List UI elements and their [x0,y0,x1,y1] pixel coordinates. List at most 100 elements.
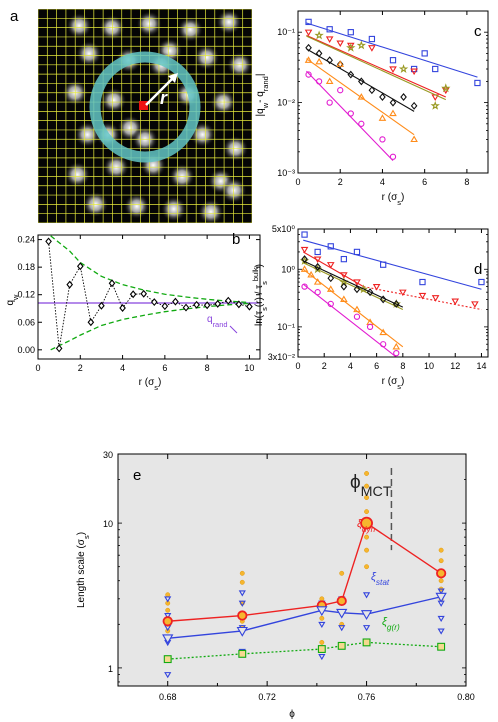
y-tick-label: 0.18 [17,262,35,272]
xi-stat-sample [362,625,371,632]
x-tick-label: 8 [205,363,210,373]
fit-line-blue [306,22,478,78]
point-black [400,93,407,102]
xi-dyn-point [360,516,373,530]
xi-stat-sample [437,615,445,623]
xi-dyn-sample [319,639,325,645]
y-tick-label: 10⁻² [277,98,295,108]
particle-blob [64,161,91,188]
radius-arrowhead [168,73,178,83]
qw-point [193,300,200,309]
point-red [451,298,460,306]
y-tick-label: 0.12 [17,290,35,300]
point-magenta [358,120,365,127]
fit-line-olive [303,262,404,311]
xi-dyn-sample [364,471,370,476]
point-orange [410,135,418,143]
xi-dyn-sample [239,579,245,585]
y-tick-label: 5x10⁰ [272,224,296,234]
xi-stat-sample [437,628,445,635]
envelope-upper [50,235,250,304]
xi-stat-sample [362,592,371,599]
x-tick-label: 2 [338,177,343,187]
point-orange [392,342,401,350]
x-tick-label: 8 [464,177,469,187]
particle-blob [100,87,127,114]
qw-point [66,280,74,289]
y-tick-label: 30 [103,450,113,460]
point-olive [430,100,440,110]
point-blue [340,255,348,263]
particle-blob [160,196,187,223]
xi-gr-point [163,655,172,664]
qw-point [87,318,95,327]
xi-dyn-sample [364,534,370,540]
point-orange [378,114,387,121]
x-tick-label: 10 [244,363,254,373]
point-orange [313,278,322,285]
panel-e: 0.68 0.72 0.76 0.80 1 10 30 ϕ Length scale (σs) ϕ… [76,450,475,720]
point-olive [398,64,409,73]
point-red [368,45,376,52]
point-orange [353,305,361,313]
x-tick-label: 2 [78,363,83,373]
fit-line-red [306,34,447,98]
y-tick-label: 0.06 [17,317,35,327]
panel-b: 0 2 4 6 8 10 0.00 0.06 0.12 0.18 0.24 r (σs) qw qrand… [5,231,261,392]
x-tick-label: 0.68 [159,692,177,702]
xi-stat-point [162,634,174,645]
xi-gr-line [167,641,442,660]
panel-a-grid [38,9,252,223]
x-tick-label: 12 [450,361,460,371]
xi-dyn-label: ξdyn [357,518,376,534]
point-blue [421,50,428,57]
y-tick-label: 10⁰ [281,264,295,274]
plot-frame-e [117,453,467,687]
point-orange [307,270,315,278]
x-tick-label: 4 [348,361,353,371]
fit-line-blue [303,239,482,290]
x-tick-label: 2 [322,361,327,371]
panel-label-a: a [10,8,19,25]
point-blue [368,35,376,43]
point-black [340,282,348,291]
x-tick-label: 0.80 [457,692,475,702]
point-blue [380,261,387,268]
point-orange [389,109,397,117]
point-olive [441,83,451,93]
qw-point [224,296,232,305]
xi-dyn-sample [438,558,444,564]
qw-point [203,301,211,310]
x-tick-label: 10 [424,361,434,371]
xi-stat-sample [164,596,172,603]
particle-blob [197,198,224,223]
plot-frame-d [297,228,489,358]
qw-point [246,302,253,311]
point-olive [356,40,367,50]
y-tick-label: 0.00 [17,345,35,355]
center-marker [139,101,148,110]
qw-point [161,302,169,311]
particle-blob [136,10,163,37]
x-axis-label: ϕ [289,709,295,720]
y-tick-label: 10⁻³ [277,168,295,178]
point-black [392,299,400,308]
panel-label-c: c [474,23,482,40]
point-magenta [327,300,334,308]
x-tick-label: 6 [422,177,427,187]
particle-blob [220,177,247,204]
point-blue [327,243,334,250]
x-axis-label: r (σs) [382,376,405,391]
point-red [410,68,418,76]
xi-gr-point [317,645,326,653]
point-orange [379,328,387,336]
selection-ring [89,51,201,163]
particle-blob [215,9,242,36]
point-blue [314,248,321,256]
plot-area-d [299,231,485,357]
point-magenta [337,87,344,94]
x-tick-label: 0 [35,363,40,373]
qw-point [98,301,105,310]
xi-stat-label: ξstat [371,571,390,587]
xi-stat-point [336,608,348,619]
